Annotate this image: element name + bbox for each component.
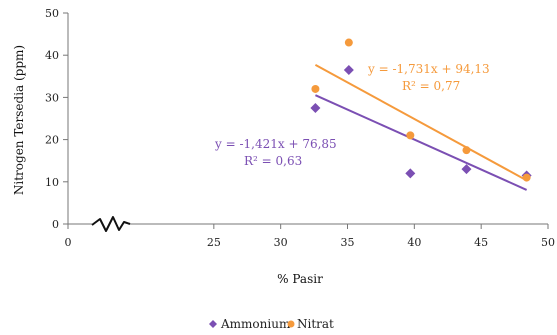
trendlines (314, 64, 528, 191)
legend-ammonium-label: Ammonium (220, 317, 291, 331)
x-tick-label: 40 (407, 236, 421, 249)
x-tick-label: 35 (341, 236, 355, 249)
nitrat-point (311, 84, 320, 93)
x-tick-label: 25 (207, 236, 221, 249)
y-tick-label: 30 (45, 91, 59, 104)
nitrat-trendline (314, 64, 528, 182)
ammonium-point (405, 168, 416, 179)
x-tick-label: 0 (65, 236, 72, 249)
y-tick-label: 10 (45, 176, 59, 189)
ammonium-equation: y = -1,421x + 76,85 (214, 137, 337, 151)
nitrat-equation: y = -1,731x + 94,13 (367, 62, 490, 76)
x-axis-title: % Pasir (277, 272, 323, 286)
y-tick-label: 0 (52, 218, 59, 231)
ammonium-point (343, 64, 354, 75)
x-tick-label: 30 (274, 236, 288, 249)
x-tick-label: 50 (541, 236, 555, 249)
y-ticks: 0 10 20 30 40 50 (45, 7, 68, 231)
y-tick-label: 50 (45, 7, 59, 20)
nitrat-point (406, 131, 415, 140)
x-ticks: 0 25 30 35 40 45 50 (65, 224, 555, 249)
ammonium-trendline (315, 94, 528, 191)
data-points (310, 38, 532, 182)
legend: Ammonium Nitrat (209, 317, 334, 331)
x-tick-label: 45 (474, 236, 488, 249)
ammonium-point (310, 102, 321, 113)
axes (67, 13, 548, 225)
ammonium-point (461, 164, 472, 175)
y-axis-title: Nitrogen Tersedia (ppm) (12, 45, 26, 195)
y-tick-label: 20 (45, 134, 59, 147)
ammonium-r2: R² = 0,63 (244, 154, 302, 168)
legend-nitrat-label: Nitrat (297, 317, 334, 331)
legend-nitrat-marker (287, 320, 295, 328)
legend-ammonium-marker (209, 320, 217, 328)
y-tick-label: 40 (45, 49, 59, 62)
axis-break-icon (91, 216, 131, 232)
nitrat-point (344, 38, 353, 47)
nitrat-point (462, 146, 471, 155)
nitrat-point (522, 173, 531, 182)
nitrat-r2: R² = 0,77 (402, 79, 460, 93)
